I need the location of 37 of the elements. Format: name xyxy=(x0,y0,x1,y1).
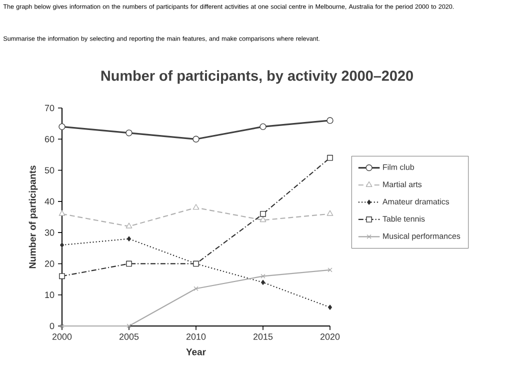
x-tick-label: 2010 xyxy=(186,334,206,340)
point xyxy=(192,136,200,142)
y-tick-label: 70 xyxy=(44,104,54,112)
point xyxy=(260,210,266,217)
point xyxy=(260,123,266,130)
x-tick-label: 2005 xyxy=(119,334,139,340)
point xyxy=(126,222,132,228)
y-tick-label: 0 xyxy=(50,322,54,330)
y-tick-label: 60 xyxy=(44,136,54,142)
point xyxy=(260,216,266,222)
point xyxy=(260,274,266,278)
point xyxy=(326,210,334,216)
point xyxy=(261,280,265,285)
point xyxy=(326,117,334,124)
x-tick-label: 2000 xyxy=(52,334,72,340)
x-axis-title: Year xyxy=(186,348,206,356)
point xyxy=(328,268,332,272)
point xyxy=(126,260,132,267)
x-tick-label: 2015 xyxy=(253,334,273,340)
point xyxy=(127,236,131,242)
point xyxy=(126,130,132,136)
point xyxy=(328,304,332,310)
y-tick-label: 50 xyxy=(44,167,54,174)
y-tick-label: 40 xyxy=(44,198,54,205)
point xyxy=(58,123,66,130)
y-tick-label: 30 xyxy=(44,229,54,236)
point xyxy=(126,324,132,328)
point xyxy=(327,154,333,161)
chart-title: Number of participants, by activity 2000–2020 xyxy=(101,70,413,84)
point xyxy=(192,204,200,210)
point xyxy=(194,286,198,291)
y-axis-title: Number of participants xyxy=(28,166,38,268)
point xyxy=(59,273,65,280)
y-tick-label: 20 xyxy=(44,260,54,267)
y-tick-label: 10 xyxy=(45,292,54,298)
point xyxy=(60,324,64,328)
x-tick-label: 2020 xyxy=(320,334,340,340)
